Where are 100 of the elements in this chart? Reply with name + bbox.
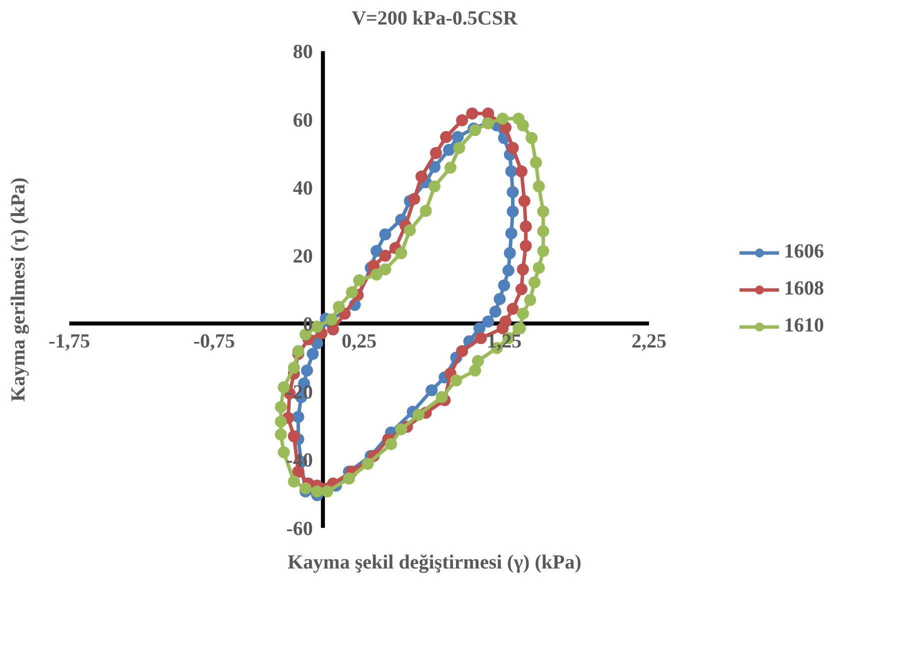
point (505, 165, 518, 178)
point (496, 112, 509, 125)
point (415, 170, 428, 182)
point (528, 276, 540, 288)
point (274, 416, 287, 428)
point (292, 410, 304, 423)
y-tick-label: 80 (292, 41, 313, 64)
point (379, 228, 392, 240)
point (440, 130, 452, 143)
point (502, 264, 514, 276)
point (436, 391, 448, 404)
point (300, 364, 313, 377)
point (506, 302, 519, 315)
point (524, 294, 536, 306)
x-tick-label: -0,75 (193, 330, 236, 353)
point (353, 274, 366, 286)
legend-label: 1608 (784, 278, 824, 300)
point (292, 345, 304, 358)
point (526, 132, 538, 144)
point (288, 362, 300, 374)
point (288, 430, 300, 442)
point (370, 268, 383, 281)
y-tick-label: -20 (286, 382, 313, 404)
point (450, 374, 462, 386)
legend-label: 1610 (784, 314, 824, 338)
x-tick-label: 0,25 (342, 330, 377, 353)
point (505, 227, 518, 240)
point (300, 482, 312, 494)
point (326, 313, 338, 326)
point (537, 206, 550, 218)
point (456, 345, 468, 358)
point (532, 180, 545, 192)
y-tick-label: -40 (286, 450, 313, 472)
legend-label: 1606 (784, 240, 824, 264)
y-tick-label: 40 (292, 177, 313, 200)
x-axis-title: Kayma şekil değiştirmesi (γ) (kPa) (288, 552, 582, 574)
point (452, 130, 464, 143)
point (537, 245, 550, 258)
point (516, 263, 529, 276)
point (327, 323, 340, 336)
point (456, 114, 468, 126)
point (332, 300, 345, 313)
point (395, 247, 408, 260)
point (489, 306, 502, 318)
point (306, 348, 319, 360)
point (385, 438, 398, 450)
point (362, 458, 374, 470)
point (321, 485, 334, 498)
point (532, 262, 545, 274)
point (469, 364, 482, 377)
point (482, 316, 494, 328)
point (494, 293, 506, 306)
point (506, 142, 519, 154)
point (515, 165, 528, 178)
point (342, 472, 355, 484)
point (288, 476, 300, 488)
point (506, 186, 519, 198)
point (504, 247, 516, 260)
point (404, 224, 416, 236)
point (466, 107, 478, 120)
point (474, 332, 487, 344)
point (346, 286, 358, 298)
point (516, 119, 529, 132)
chart-title: V=200 kPa-0.5CSR (352, 8, 518, 30)
point (379, 263, 392, 276)
point (379, 250, 392, 262)
point (430, 146, 442, 159)
point (473, 322, 486, 334)
point (506, 206, 519, 218)
point (412, 408, 425, 421)
point (426, 384, 438, 396)
point (274, 428, 287, 441)
point (395, 423, 408, 436)
y-tick-label: 60 (292, 109, 313, 132)
point (274, 400, 287, 413)
y-tick-label: 0 (302, 314, 313, 336)
point (520, 220, 532, 233)
point (482, 107, 494, 120)
point (408, 192, 420, 205)
y-tick-label: -60 (286, 518, 313, 540)
point (428, 160, 440, 173)
point (444, 162, 456, 174)
x-tick-label: 2,25 (631, 330, 666, 353)
point (515, 283, 528, 296)
point (442, 144, 455, 156)
point (530, 156, 542, 168)
y-axis-title: Kayma gerilmesi (τ) (kPa) (8, 177, 30, 402)
point (498, 279, 510, 292)
x-tick-label: -1,75 (48, 330, 90, 353)
point (311, 485, 324, 498)
point (520, 240, 532, 252)
point (518, 194, 530, 207)
point (472, 355, 484, 367)
y-tick-label: 20 (292, 245, 313, 268)
point (453, 142, 466, 154)
point (420, 204, 432, 217)
point (428, 180, 440, 192)
point (537, 225, 550, 238)
point (370, 245, 383, 258)
point (516, 308, 529, 320)
